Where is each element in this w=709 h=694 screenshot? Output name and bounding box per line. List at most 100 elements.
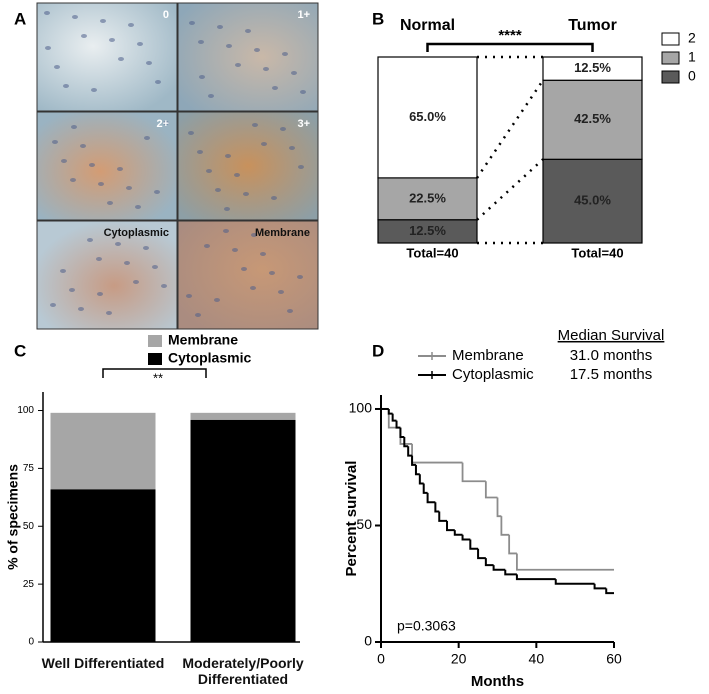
y-axis-label: Percent survival (343, 461, 360, 577)
nucleus (235, 63, 241, 67)
legend-swatch (661, 70, 680, 84)
bar-segment (377, 177, 478, 221)
survival-step (411, 455, 416, 466)
survival-step (418, 474, 424, 485)
y-tick-label: 100 (349, 400, 373, 416)
legend-label: Cytoplasmic (168, 350, 251, 366)
nucleus (199, 75, 205, 79)
nucleus (271, 196, 277, 200)
legend-swatch (661, 32, 680, 46)
nucleus (126, 186, 132, 190)
survival-step (411, 443, 463, 464)
nucleus (214, 298, 220, 302)
p-value: p=0.3063 (397, 618, 456, 634)
survival-step (484, 481, 498, 499)
x-axis-label: Months (471, 673, 524, 690)
legend-swatch (148, 335, 162, 347)
survival-step (515, 574, 556, 581)
value-label: 12.5% (409, 223, 446, 238)
survival-step (484, 558, 494, 567)
bar-segment (190, 419, 296, 642)
legend-label: Membrane (168, 332, 238, 348)
nucleus (81, 34, 87, 38)
panel-label: B (372, 9, 384, 28)
bar-segment (50, 412, 156, 490)
bar-segment (542, 56, 643, 81)
survival-step (605, 588, 614, 595)
survival-step (477, 548, 486, 560)
nucleus (61, 159, 67, 163)
nucleus (72, 15, 78, 19)
nucleus (223, 229, 229, 233)
micrograph-label: 3+ (297, 118, 310, 130)
significance-label: **** (498, 27, 522, 44)
value-label: 42.5% (574, 111, 611, 126)
category-label: Normal (400, 17, 455, 34)
micrograph-label: Membrane (255, 227, 310, 239)
nucleus (50, 303, 56, 307)
y-axis-label: % of specimens (5, 464, 21, 570)
nucleus (98, 182, 104, 186)
y-tick-label: 25 (23, 579, 35, 590)
survival-step (399, 427, 413, 445)
nucleus (206, 169, 212, 173)
legend-label: Cytoplasmic (452, 366, 534, 383)
nucleus (260, 252, 266, 256)
x-tick-label: 60 (606, 651, 622, 667)
nucleus (96, 257, 102, 261)
bar-segment (542, 158, 643, 244)
median-survival: 31.0 months (570, 347, 653, 364)
panel-label: C (14, 341, 26, 360)
nucleus (70, 178, 76, 182)
nucleus (252, 123, 258, 127)
nucleus (87, 238, 93, 242)
survival-step (446, 520, 455, 532)
survival-step (414, 464, 420, 476)
value-label: 22.5% (409, 190, 446, 205)
nucleus (80, 144, 86, 148)
nucleus (189, 21, 195, 25)
nucleus (261, 142, 267, 146)
nucleus (186, 294, 192, 298)
survival-step (387, 408, 393, 415)
nucleus (225, 154, 231, 158)
micrograph (177, 220, 319, 330)
total-label: Total=40 (571, 245, 623, 260)
y-tick-label: 0 (364, 633, 372, 649)
x-tick-label: 40 (529, 651, 545, 667)
nucleus (254, 48, 260, 52)
nucleus (198, 40, 204, 44)
nucleus (224, 207, 230, 211)
significance-label: ** (153, 370, 163, 385)
nucleus (278, 290, 284, 294)
median-survival-header: Median Survival (558, 327, 665, 344)
nucleus (54, 65, 60, 69)
nucleus (289, 146, 295, 150)
micrograph (36, 2, 178, 112)
micrograph-label: 2+ (156, 118, 169, 130)
nucleus (163, 121, 169, 125)
survival-step (438, 511, 448, 522)
nucleus (107, 201, 113, 205)
nucleus (197, 150, 203, 154)
survival-step (496, 497, 502, 518)
survival-step (422, 483, 428, 494)
value-label: 12.5% (574, 60, 611, 75)
nucleus (124, 261, 130, 265)
nucleus (44, 11, 50, 15)
bar-segment (190, 412, 296, 420)
nucleus (297, 275, 303, 279)
total-label: Total=40 (406, 245, 458, 260)
nucleus (100, 19, 106, 23)
nucleus (106, 311, 112, 315)
y-tick-label: 100 (17, 405, 34, 416)
value-label: 45.0% (574, 193, 611, 208)
nucleus (269, 271, 275, 275)
nucleus (300, 90, 306, 94)
nucleus (97, 292, 103, 296)
nucleus (137, 42, 143, 46)
micrograph (36, 111, 178, 221)
nucleus (133, 280, 139, 284)
nucleus (60, 269, 66, 273)
